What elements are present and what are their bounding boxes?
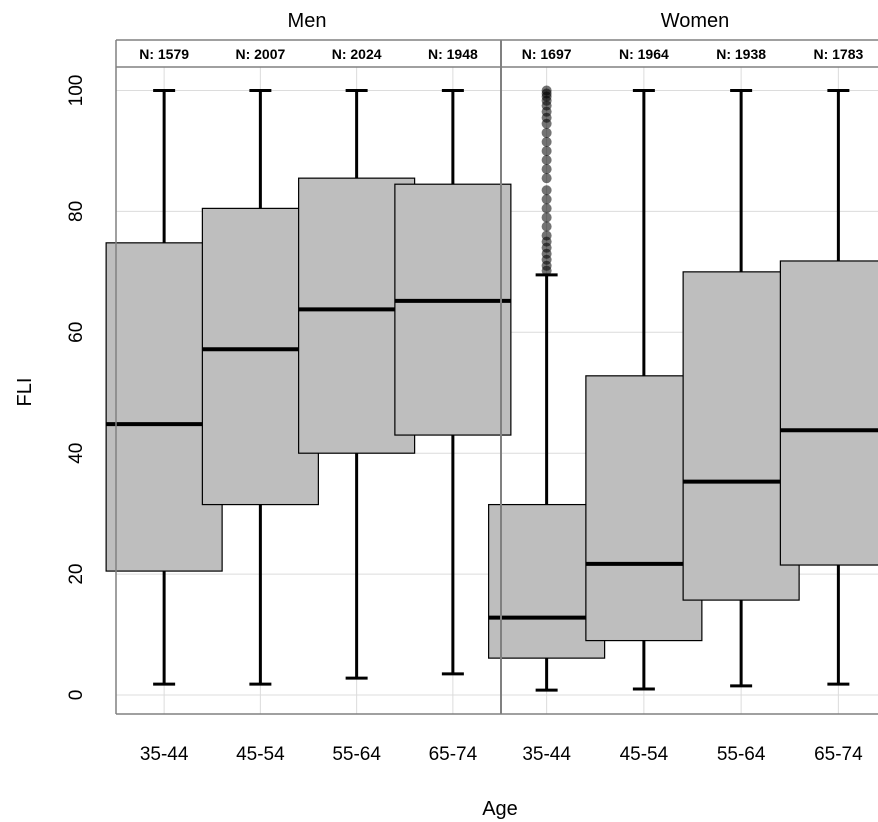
- outlier-point: [541, 127, 552, 138]
- outlier-point: [541, 212, 552, 223]
- outlier-point: [541, 230, 552, 241]
- y-tick-label: 100: [66, 75, 87, 107]
- x-tick-label: 35-44: [140, 744, 189, 765]
- x-tick-label: 65-74: [814, 744, 863, 765]
- outlier-point: [541, 85, 552, 96]
- x-tick-label: 65-74: [429, 744, 478, 765]
- y-tick-label: 60: [66, 322, 87, 343]
- outlier-point: [541, 203, 552, 214]
- n-label: N: 1964: [619, 46, 669, 62]
- outlier-point: [541, 145, 552, 156]
- outlier-point: [541, 185, 552, 196]
- n-label: N: 1948: [428, 46, 478, 62]
- x-tick-label: 55-64: [717, 744, 766, 765]
- outlier-point: [541, 194, 552, 205]
- y-axis-title: FLI: [14, 378, 36, 407]
- n-label: N: 1938: [716, 46, 766, 62]
- outlier-point: [541, 173, 552, 184]
- outlier-point: [541, 155, 552, 166]
- box-men-65-74: [394, 89, 512, 676]
- n-label: N: 1783: [813, 46, 863, 62]
- facet-title-men: Men: [288, 10, 327, 32]
- n-label: N: 1579: [139, 46, 189, 62]
- x-tick-label: 45-54: [236, 744, 285, 765]
- box-women-65-74: [779, 89, 878, 686]
- outlier-point: [541, 136, 552, 147]
- x-tick-label: 45-54: [620, 744, 669, 765]
- y-tick-label: 20: [66, 564, 87, 585]
- iqr-box: [394, 183, 512, 436]
- y-tick-label: 0: [66, 690, 87, 701]
- x-tick-label: 35-44: [522, 744, 571, 765]
- x-axis-title: Age: [482, 798, 518, 820]
- outlier-point: [541, 164, 552, 175]
- outlier-point: [541, 221, 552, 232]
- iqr-box: [779, 260, 878, 566]
- x-tick-label: 55-64: [332, 744, 381, 765]
- y-tick-label: 80: [66, 201, 87, 222]
- y-tick-label: 40: [66, 443, 87, 464]
- n-label: N: 1697: [522, 46, 572, 62]
- facet-title-women: Women: [661, 10, 730, 32]
- n-label: N: 2007: [235, 46, 285, 62]
- n-label: N: 2024: [332, 46, 382, 62]
